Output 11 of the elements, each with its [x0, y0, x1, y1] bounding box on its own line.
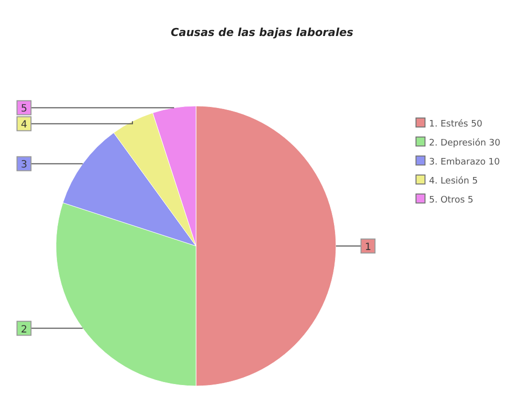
- legend-label: 3. Embarazo 10: [429, 158, 500, 168]
- text: 5: [20, 104, 28, 115]
- legend-label: 2. Depresión 30: [429, 138, 501, 148]
- legend-label: 5. Otros 5: [429, 196, 474, 206]
- text: 4: [20, 120, 28, 131]
- text: 2: [20, 324, 28, 336]
- text: 3: [20, 160, 28, 171]
- text: 1: [364, 242, 372, 253]
- legend-label: 4. Lesión 5: [429, 176, 478, 186]
- chart-title: Causas de las bajas laborales: [170, 26, 354, 39]
- legend-label: 1. Estrés 50: [429, 118, 483, 130]
